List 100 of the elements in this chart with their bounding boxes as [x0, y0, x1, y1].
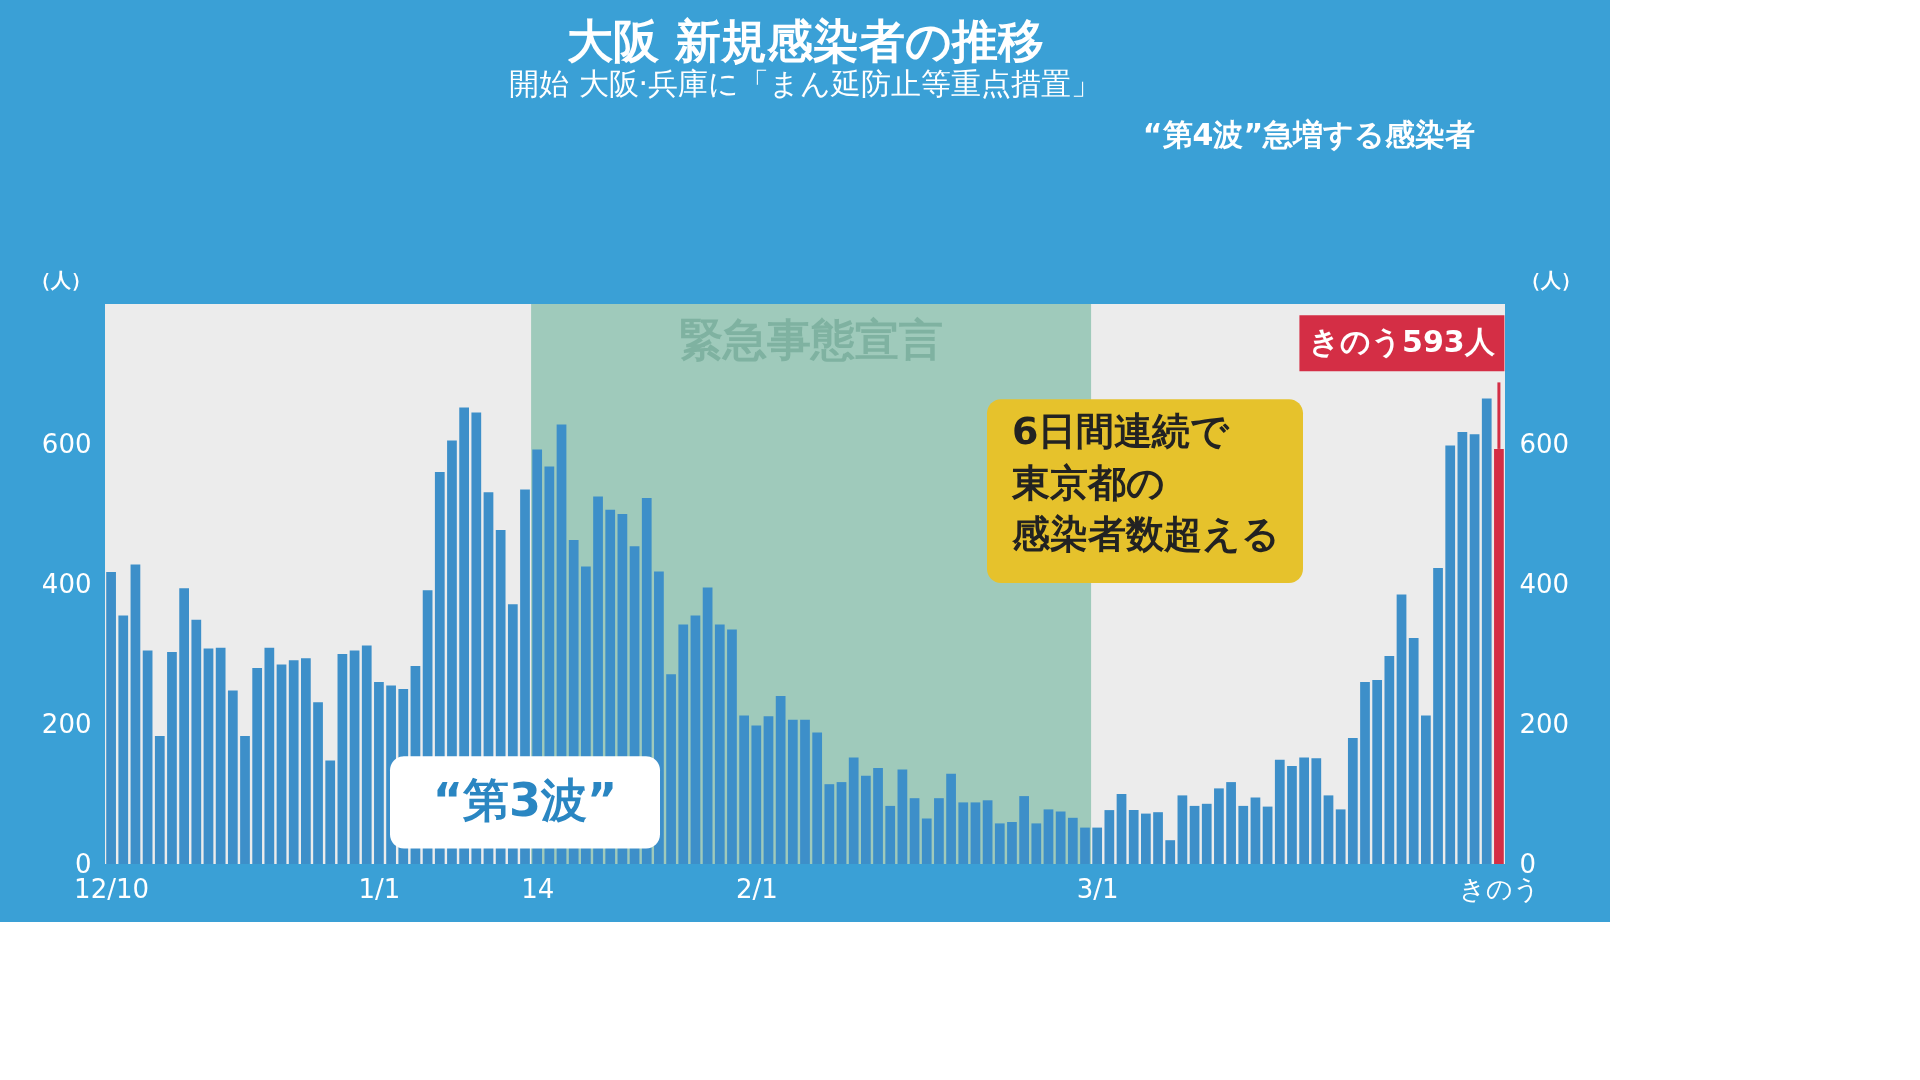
bar: [1372, 679, 1383, 864]
bar: [227, 690, 238, 864]
text: “第4波”急増する感染者: [1142, 117, 1476, 152]
bar: [154, 735, 165, 864]
bar: [349, 650, 360, 864]
bar: [1360, 682, 1370, 864]
annotation: 6日間連続で: [1012, 409, 1231, 454]
bar: [264, 647, 275, 864]
bar: [702, 587, 713, 864]
bar: [1433, 567, 1443, 864]
bar: [994, 823, 1005, 864]
bar: [1214, 788, 1224, 864]
bar: [812, 732, 823, 864]
bar: [1104, 810, 1115, 864]
bar: [1092, 827, 1103, 864]
bar: [763, 716, 774, 864]
chart-subtitle: 開始 大阪·兵庫に「まん延防止等重点措置」: [508, 66, 1102, 101]
y2-axis-title: （人）: [1520, 267, 1581, 292]
bar: [666, 674, 676, 864]
bar: [130, 564, 141, 864]
annotation: “第3波”: [432, 773, 618, 828]
bar: [1226, 782, 1236, 864]
bar: [800, 719, 810, 864]
bar: [982, 800, 993, 864]
bar: [1007, 822, 1017, 864]
bar: [1031, 823, 1042, 864]
bar: [1347, 738, 1358, 864]
x-tick-label: 14: [521, 873, 555, 904]
bar: [1153, 812, 1163, 864]
bar: [191, 619, 202, 864]
bar: [1019, 796, 1029, 864]
bar: [1189, 805, 1200, 864]
bar: [1250, 797, 1261, 864]
x-tick-label: 3/1: [1076, 873, 1119, 904]
annotation: 東京都の: [1011, 460, 1165, 505]
bar: [1165, 840, 1176, 864]
bar: [1141, 813, 1151, 864]
bar: [337, 654, 348, 864]
bar: [1043, 809, 1054, 864]
bar: [374, 682, 384, 864]
bar: [1262, 806, 1273, 864]
bar: [240, 735, 250, 864]
y-tick-label: 200: [41, 708, 92, 739]
bar: [836, 782, 847, 864]
bar: [861, 775, 871, 864]
bar: [690, 615, 701, 864]
bar: [775, 696, 786, 864]
bar: [252, 668, 263, 864]
bar: [288, 660, 299, 864]
bar: [1421, 715, 1431, 864]
annotation: きのう593人: [1309, 324, 1496, 360]
bar: [179, 588, 189, 864]
y2-tick-label: 200: [1519, 708, 1570, 739]
bar: [885, 805, 896, 864]
bar: [934, 798, 944, 864]
bar: [1274, 759, 1285, 864]
bar: [1311, 758, 1322, 864]
bar: [751, 725, 762, 864]
bar: [1055, 811, 1066, 864]
bar: [1201, 803, 1212, 864]
bar: [1080, 827, 1090, 864]
bar: [167, 651, 177, 864]
bar: [958, 802, 969, 864]
bar: [1177, 795, 1188, 864]
y2-tick-label: 400: [1519, 568, 1570, 599]
y2-tick-label: 600: [1519, 428, 1570, 459]
bar: [1445, 445, 1456, 864]
bar: [714, 624, 725, 864]
bar: [1469, 434, 1480, 864]
bar: [727, 629, 737, 864]
bar: [970, 802, 981, 864]
bar: [1384, 656, 1395, 864]
bar: [1481, 398, 1492, 864]
bar: [1396, 594, 1407, 864]
x-tick-label: 2/1: [735, 873, 778, 904]
bar: [118, 615, 129, 864]
bar: [739, 715, 749, 864]
bar: [1238, 805, 1249, 864]
bar: [215, 647, 226, 864]
bar: [909, 798, 920, 864]
bar: [787, 719, 798, 864]
bar: [142, 650, 153, 864]
annotation: 感染者数超える: [1011, 511, 1280, 556]
bar: [1335, 809, 1346, 864]
bar: [1128, 810, 1139, 864]
bar: [678, 624, 689, 864]
bar: [276, 664, 287, 864]
y-axis-title: （人）: [30, 267, 91, 292]
bar: [325, 760, 336, 864]
bar: [1408, 637, 1419, 864]
bar: [301, 658, 311, 864]
bar: [1287, 766, 1297, 864]
bar: [1457, 432, 1468, 864]
bar: [1299, 757, 1309, 864]
bar: [946, 773, 956, 864]
bar: [1116, 794, 1127, 864]
bar: [313, 702, 323, 864]
bar: [848, 757, 859, 864]
y-tick-label: 400: [41, 568, 92, 599]
y-tick-label: 600: [41, 428, 92, 459]
